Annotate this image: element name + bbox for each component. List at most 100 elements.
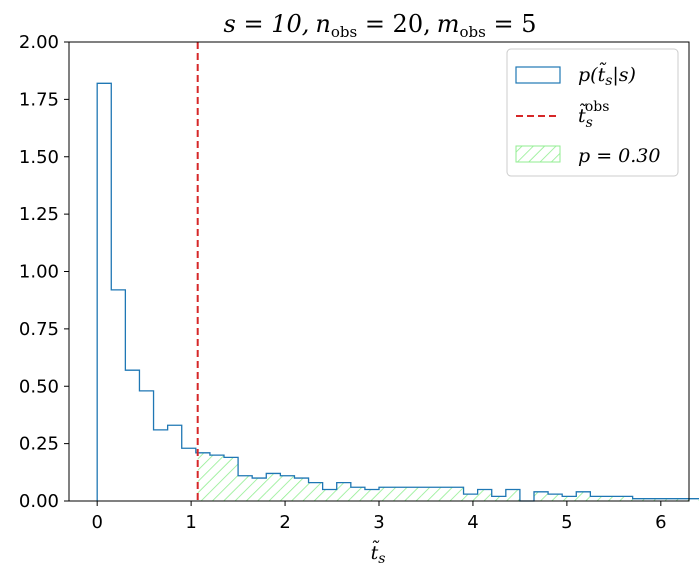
shade-bin [421,487,436,501]
histogram-steps [96,82,699,502]
shade-bin [646,498,661,501]
histogram-bin [111,290,125,501]
shade-bin [364,489,379,501]
shade-bin [548,494,563,501]
shade-bin [674,498,689,501]
chart-title: s = 10, nobs = 20, mobs = 5 [224,10,537,41]
histogram-bin [379,487,393,501]
shade-bin [294,478,309,501]
histogram-bin [252,478,266,501]
shade-bin [505,489,520,501]
shade-bin [491,496,506,501]
legend-label-p-value: p = 0.30 [578,145,660,167]
legend-label-observed: t̃sobs [578,99,609,131]
shade-bin [576,491,591,501]
histogram-bin [309,483,323,501]
x-tick-label: 4 [467,512,478,533]
plot-area-frame [68,41,690,502]
histogram-bin [210,455,224,501]
histogram-bin [478,490,492,501]
histogram-bin [125,370,139,501]
histogram-bin [407,487,421,501]
histogram-bin [182,448,196,501]
histogram-bin [435,487,449,501]
shade-bin [350,487,365,501]
x-axis-label: t̃s [371,541,386,567]
shade-bin [393,487,408,501]
legend: p(t̃s|s) t̃sobs p = 0.30 [506,48,679,177]
shade-bin [660,498,675,501]
histogram-bin [224,457,238,501]
shade-bin [449,487,464,501]
shade-bin [308,482,323,501]
histogram-bin [266,473,280,501]
histogram-bin [238,476,252,501]
x-tick-label: 5 [561,512,572,533]
shade-bin [632,498,647,501]
shade-bin [238,475,253,501]
histogram-bin [139,391,153,501]
histogram-bin [351,487,365,501]
shade-bin [463,494,478,501]
shade-bin [224,457,239,501]
x-tick-label: 3 [373,512,384,533]
histogram-bin [421,487,435,501]
histogram-bin [534,492,548,501]
y-tick-label: 0.00 [19,491,59,512]
histogram-bin [154,430,168,501]
x-tick-label: 1 [185,512,196,533]
histogram-bin [294,478,308,501]
histogram-bin [604,496,618,501]
shade-bin [689,498,699,501]
y-axis-ticks: 0.00 0.25 0.50 0.75 1.00 1.25 1.50 1.75 2.00 [19,32,69,512]
shade-bin [197,452,210,501]
shade-bin [435,487,450,501]
y-tick-label: 1.75 [19,89,59,110]
x-tick-label: 0 [91,512,102,533]
x-axis-ticks: 0 1 2 3 4 5 6 [91,501,667,533]
histogram-bin [492,496,506,501]
histogram-bin [393,487,407,501]
x-tick-label: 2 [279,512,290,533]
y-tick-label: 0.25 [19,434,59,455]
y-tick-label: 2.00 [19,32,59,53]
legend-histogram-swatch [515,66,561,84]
shade-bin [280,475,295,501]
y-tick-label: 1.50 [19,147,59,168]
histogram-bin [168,425,182,501]
shade-bin [252,478,267,501]
x-tick-label: 6 [655,512,666,533]
histogram-bin [337,483,351,501]
legend-label-histogram: p(t̃s|s) [578,63,636,89]
y-tick-label: 0.75 [19,319,59,340]
shade-bin [477,489,492,501]
histogram-bin [590,496,604,501]
legend-box [506,48,679,177]
shade-bin [407,487,422,501]
histogram-bin [449,487,463,501]
histogram-bin [464,494,478,501]
y-tick-label: 1.25 [19,204,59,225]
histogram-bin [323,490,337,501]
histogram-bin [280,476,294,501]
histogram-bin [619,496,633,501]
legend-shade-swatch [515,145,561,163]
histogram-bin [97,83,111,501]
histogram-bin [548,494,562,501]
histogram-bin [576,492,590,501]
histogram-bin [365,490,379,501]
shade-bin [618,496,633,501]
shade-bin [562,496,577,501]
shade-bin [209,455,224,501]
shade-bin [590,496,605,501]
shade-bin [379,487,394,501]
y-tick-label: 1.00 [19,262,59,283]
histogram-bin [562,496,576,501]
shade-bin [604,496,619,501]
histogram-outline [96,82,699,502]
p-value-shaded-region [197,452,699,501]
y-tick-label: 0.50 [19,376,59,397]
shade-bin [266,473,281,501]
shade-bin [322,489,337,501]
